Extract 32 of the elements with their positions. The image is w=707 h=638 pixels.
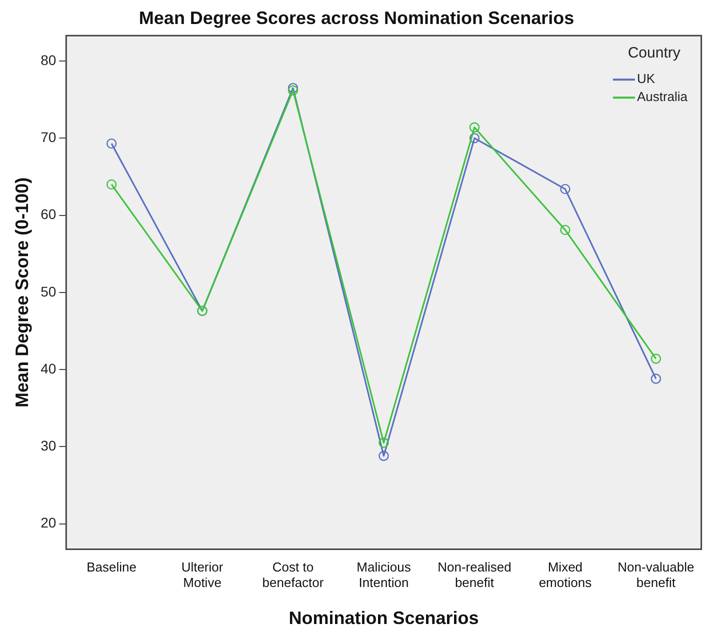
y-tick-label: 40 — [40, 360, 56, 376]
point — [650, 354, 662, 364]
y-tick-label: 50 — [40, 283, 56, 300]
y-tick-label: 20 — [40, 514, 56, 531]
point — [106, 138, 117, 149]
point — [650, 374, 662, 384]
point — [288, 82, 298, 94]
y-tick-label: 80 — [40, 52, 56, 68]
x-tick-label: Non-realised benefit — [438, 560, 512, 590]
x-tick-label: Cost to benefactor — [262, 560, 324, 590]
x-tick-label: Ulterior Motive — [181, 560, 224, 590]
point — [560, 224, 570, 236]
legend-label: Australia — [636, 89, 688, 104]
x-tick-label: Baseline — [86, 560, 136, 575]
chart-title: Mean Degree Scores across Nomination Scenarios — [138, 8, 574, 28]
x-axis-title: Nomination Scenarios — [288, 608, 479, 628]
point — [106, 179, 117, 190]
point — [560, 184, 570, 194]
x-tick-label: Malicious Intention — [356, 560, 412, 590]
point — [469, 133, 480, 144]
x-tick-label: Non-valuable benefit — [618, 560, 694, 590]
x-tick-label: Mixed emotions — [538, 560, 592, 590]
point — [469, 122, 480, 132]
y-axis-title: Mean Degree Score (0-100) — [12, 177, 32, 408]
legend-title: Country — [628, 44, 681, 62]
y-tick-label: 70 — [40, 129, 56, 146]
legend-label: UK — [636, 71, 656, 86]
point — [378, 438, 389, 448]
point — [288, 85, 298, 96]
y-tick-label: 60 — [40, 206, 56, 222]
y-tick-label: 30 — [40, 437, 56, 454]
point — [378, 450, 389, 461]
